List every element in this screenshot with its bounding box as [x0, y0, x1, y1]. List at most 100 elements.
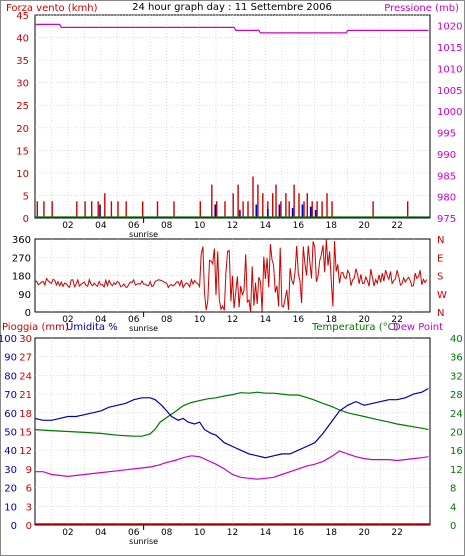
wind-speed-bar	[257, 184, 259, 218]
wind-speed-bar	[156, 201, 159, 218]
wind-speed-bar	[104, 193, 106, 218]
wind-hour-tick-label: 08	[161, 221, 173, 231]
wind-gust-bar	[314, 209, 317, 218]
wind-speed-bar	[125, 201, 127, 218]
wind-speed-bar	[272, 193, 274, 218]
compass-tick-label: E	[437, 253, 443, 264]
wind-speed-bar	[280, 201, 282, 218]
wind-speed-bar	[321, 201, 323, 218]
wind-speed-bar	[117, 201, 119, 218]
rain-y-tick-label: 27	[19, 353, 32, 364]
wind-y-tick-label: 35	[16, 56, 29, 67]
temperature-y-tick-label: 24	[450, 409, 463, 420]
pressure-y-tick-label: 1010	[437, 64, 462, 75]
wind-speed-bar	[36, 201, 38, 218]
wind-gust-bar	[309, 206, 312, 218]
pressure-y-tick-label: 1000	[437, 107, 462, 118]
pressure-y-tick-label: 980	[437, 193, 456, 204]
rain-y-tick-label: 21	[19, 390, 32, 401]
wind-hour-tick-label: 16	[293, 221, 305, 231]
direction-hour-tick-label: 04	[95, 315, 107, 325]
wind-speed-bar	[288, 201, 290, 218]
temperature-y-tick-label: 40	[450, 334, 463, 345]
wind-y-tick-label: 15	[16, 146, 29, 157]
wind-speed-bar	[110, 201, 113, 218]
temperature-line	[34, 391, 429, 437]
wind-speed-bar	[372, 201, 374, 218]
humidity-y-tick-label: 70	[4, 390, 17, 401]
humidity-y-tick-label: 90	[4, 353, 17, 364]
pressure-y-tick-label: 985	[437, 171, 456, 182]
wind-speed-bar	[173, 201, 175, 218]
wind-hour-tick-label: 20	[358, 221, 370, 231]
direction-y-tick-label: 180	[12, 272, 31, 283]
wind-gust-bar	[214, 204, 216, 218]
temperature-y-tick-label: 8	[450, 484, 456, 495]
wind-speed-bar	[43, 201, 45, 218]
wind-gust-bar	[255, 204, 258, 218]
humidity-y-tick-label: 30	[4, 465, 17, 476]
temperature-y-tick-label: 36	[450, 353, 463, 364]
wind-speed-bar	[252, 176, 254, 218]
temperature-y-tick-label: 32	[450, 371, 463, 382]
direction-hour-tick-label: 02	[62, 315, 73, 325]
dew-point-axis-label: Dew Point	[393, 322, 443, 333]
chart-title: 24 hour graph day : 11 Settembre 2006	[132, 2, 332, 13]
temperature-humidity-layer: 02 04 06 08 10 12 14 16 18 20 22sunrise01020304050…	[0, 334, 463, 546]
wind-hour-tick-label: 02	[62, 221, 73, 231]
humidity-y-tick-label: 50	[4, 428, 17, 439]
temperature-axis-label: Temperatura (°C)	[311, 322, 399, 333]
compass-tick-label: N	[437, 308, 444, 319]
wind-hour-tick-label: 22	[391, 221, 402, 231]
wind-hour-tick-label: 18	[326, 221, 338, 231]
rain-y-tick-label: 0	[26, 521, 32, 532]
temperature-y-tick-label: 12	[450, 465, 463, 476]
pressure-y-tick-label: 990	[437, 150, 456, 161]
wind-direction-layer: 02 04 06 08 10 12 14 16 18 20 22 sunrise 0 90 180 270 36…	[12, 235, 447, 333]
temperature-y-tick-label: 28	[450, 390, 463, 401]
wind-hour-tick-label: 10	[194, 221, 206, 231]
humidity-line	[34, 387, 429, 459]
direction-hour-tick-label: 14	[260, 315, 272, 325]
wind-speed-bar	[237, 184, 239, 218]
wind-speed-bar	[303, 201, 305, 218]
wind-y-tick-label: 40	[16, 34, 29, 45]
direction-hour-tick-label: 10	[194, 315, 206, 325]
wind-speed-bar	[306, 193, 308, 218]
temperature-y-tick-label: 20	[450, 428, 463, 439]
rain-y-tick-label: 24	[19, 371, 32, 382]
wind-speed-bar	[285, 193, 287, 218]
compass-tick-label: W	[437, 290, 447, 301]
wind-gust-bar	[291, 208, 294, 218]
wind-speed-bar	[242, 201, 244, 218]
direction-y-tick-label: 0	[25, 308, 31, 319]
temperature-hour-tick-label: 04	[95, 528, 107, 538]
humidity-y-tick-label: 60	[4, 409, 17, 420]
temperature-hour-tick-label: 18	[326, 528, 338, 538]
wind-speed-bar	[216, 201, 218, 218]
wind-y-tick-label: 0	[23, 214, 29, 225]
wind-gust-bar	[278, 204, 281, 218]
humidity-y-tick-label: 10	[4, 502, 17, 513]
humidity-y-tick-label: 100	[0, 334, 17, 345]
temperature-hour-tick-label: 08	[161, 528, 173, 538]
temperature-hour-tick-label: 20	[358, 528, 370, 538]
wind-hour-tick-label: 04	[95, 221, 107, 231]
rain-y-tick-label: 9	[26, 465, 32, 476]
temperature-hour-tick-label: 06	[128, 528, 140, 538]
rain-y-tick-label: 6	[26, 484, 32, 495]
humidity-y-tick-label: 80	[4, 371, 17, 382]
wind-hour-tick-label: 12	[227, 221, 238, 231]
humidity-y-tick-label: 0	[11, 521, 17, 532]
direction-hour-tick-label: 06	[128, 315, 140, 325]
direction-hour-tick-label: 12	[227, 315, 238, 325]
wind-direction-line	[34, 239, 428, 312]
wind-hour-tick-label: 14	[260, 221, 272, 231]
direction-y-tick-label: 360	[12, 235, 31, 246]
compass-tick-label: S	[437, 272, 443, 283]
rain-y-tick-label: 3	[26, 502, 32, 513]
wind-speed-bar	[275, 184, 277, 218]
wind-hour-tick-label: 06	[128, 221, 140, 231]
wind-speed-bar	[331, 201, 333, 218]
